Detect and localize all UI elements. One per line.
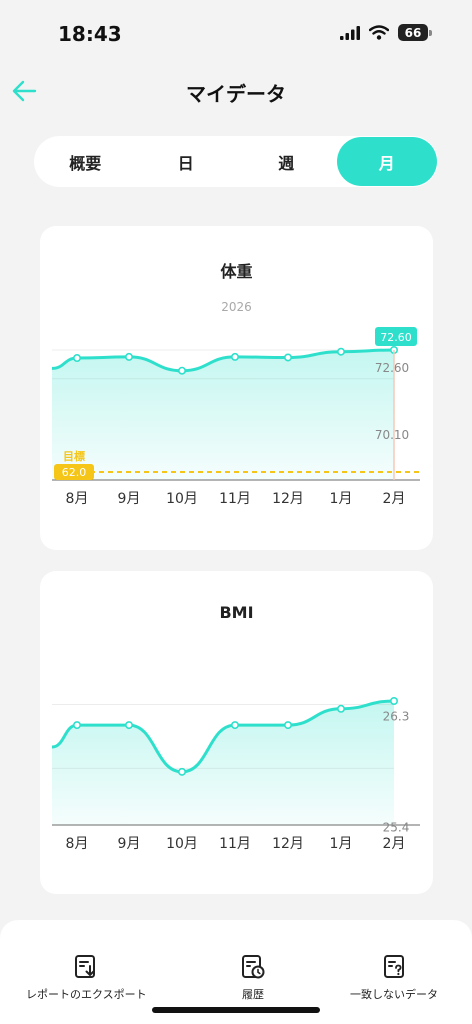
data-point (72, 721, 81, 730)
x-tick-label: 10月 (166, 491, 198, 507)
data-point (336, 704, 345, 713)
chart-series-line (51, 699, 395, 774)
tab-week[interactable]: 週 (278, 153, 295, 173)
battery-level: 66 (398, 24, 428, 41)
history-label: 履歴 (242, 988, 264, 1001)
x-tick-label: 1月 (330, 491, 353, 507)
weight-chart[interactable]: 8月 9月 10月 11月 12月 1月 2月 72.60 70.10 72.60 目標 62.0 (40, 226, 433, 550)
export-report-button[interactable]: レポートのエクスポート (26, 954, 147, 1002)
signal-icon (340, 25, 360, 40)
export-report-icon (75, 955, 96, 978)
x-tick-label: 1月 (330, 836, 353, 852)
status-icons: 66 (340, 24, 432, 41)
unmatched-data-icon (384, 955, 404, 978)
x-tick-label: 10月 (166, 836, 198, 852)
data-point (125, 721, 134, 730)
status-bar: 18:43 66 (0, 0, 472, 70)
goal-badge-text: 62.0 (62, 466, 87, 479)
x-tick-label: 9月 (118, 491, 141, 507)
y-tick-label: 72.60 (375, 361, 409, 375)
page-title: マイデータ (186, 82, 286, 106)
bottom-action-bar: レポートのエクスポート 履歴 一致しないデータ (0, 920, 472, 1024)
export-report-label: レポートのエクスポート (26, 988, 147, 1001)
bmi-card-title: BMI (219, 603, 254, 622)
y-tick-label: 70.10 (375, 428, 409, 442)
data-point (284, 353, 293, 362)
data-point (125, 352, 134, 361)
y-tick-label: 25.4 (383, 820, 410, 834)
x-tick-label: 12月 (272, 491, 304, 507)
unmatched-data-button[interactable]: 一致しないデータ (350, 954, 438, 1002)
data-point (389, 697, 398, 706)
chart-area-fill (52, 350, 394, 480)
data-point (284, 721, 293, 730)
bmi-card[interactable]: BMI 8月 9月 10月 11月 12月 1月 2月 26.3 25.4 (40, 571, 433, 894)
data-point (178, 366, 187, 375)
x-tick-label: 8月 (66, 491, 89, 507)
tab-day[interactable]: 日 (177, 153, 194, 173)
period-tabs: 概要 日 週 月 (34, 136, 438, 187)
x-tick-label: 12月 (272, 836, 304, 852)
battery-icon: 66 (398, 24, 432, 41)
y-tick-label: 26.3 (383, 710, 410, 724)
data-point (231, 352, 240, 361)
data-point (72, 354, 81, 363)
arrow-left-icon (12, 80, 37, 102)
x-tick-label: 11月 (219, 491, 251, 507)
wifi-icon (369, 25, 389, 40)
goal-badge (54, 463, 94, 480)
goal-label: 目標 (63, 449, 85, 463)
home-indicator (152, 1007, 320, 1013)
highlight-badge-text: 72.60 (380, 331, 412, 344)
weight-card[interactable]: 体重 2026 8月 9月 10月 11月 12月 1月 2月 72.60 70.10 72.60… (40, 226, 433, 550)
x-tick-label: 2月 (383, 491, 406, 507)
history-icon (242, 955, 265, 979)
back-button[interactable] (8, 74, 40, 108)
x-tick-label: 8月 (66, 836, 89, 852)
data-point (178, 767, 187, 776)
weight-card-title: 体重 (220, 262, 253, 281)
x-tick-label: 9月 (118, 836, 141, 852)
unmatched-data-label: 一致しないデータ (350, 988, 438, 1001)
chart-area-fill (52, 701, 394, 825)
year-label: 2026 (221, 300, 252, 314)
battery-cap (429, 29, 432, 36)
bmi-chart[interactable]: 8月 9月 10月 11月 12月 1月 2月 26.3 25.4 (40, 571, 433, 894)
data-point (336, 347, 345, 356)
status-time: 18:43 (58, 22, 122, 46)
highlight-badge (375, 327, 417, 346)
data-point (231, 721, 240, 730)
chart-series-line (51, 348, 395, 373)
x-tick-label: 2月 (383, 836, 406, 852)
tab-month[interactable]: 月 (336, 137, 437, 186)
x-tick-label: 11月 (219, 836, 251, 852)
tab-overview[interactable]: 概要 (69, 153, 102, 173)
history-button[interactable]: 履歴 (240, 954, 266, 1002)
